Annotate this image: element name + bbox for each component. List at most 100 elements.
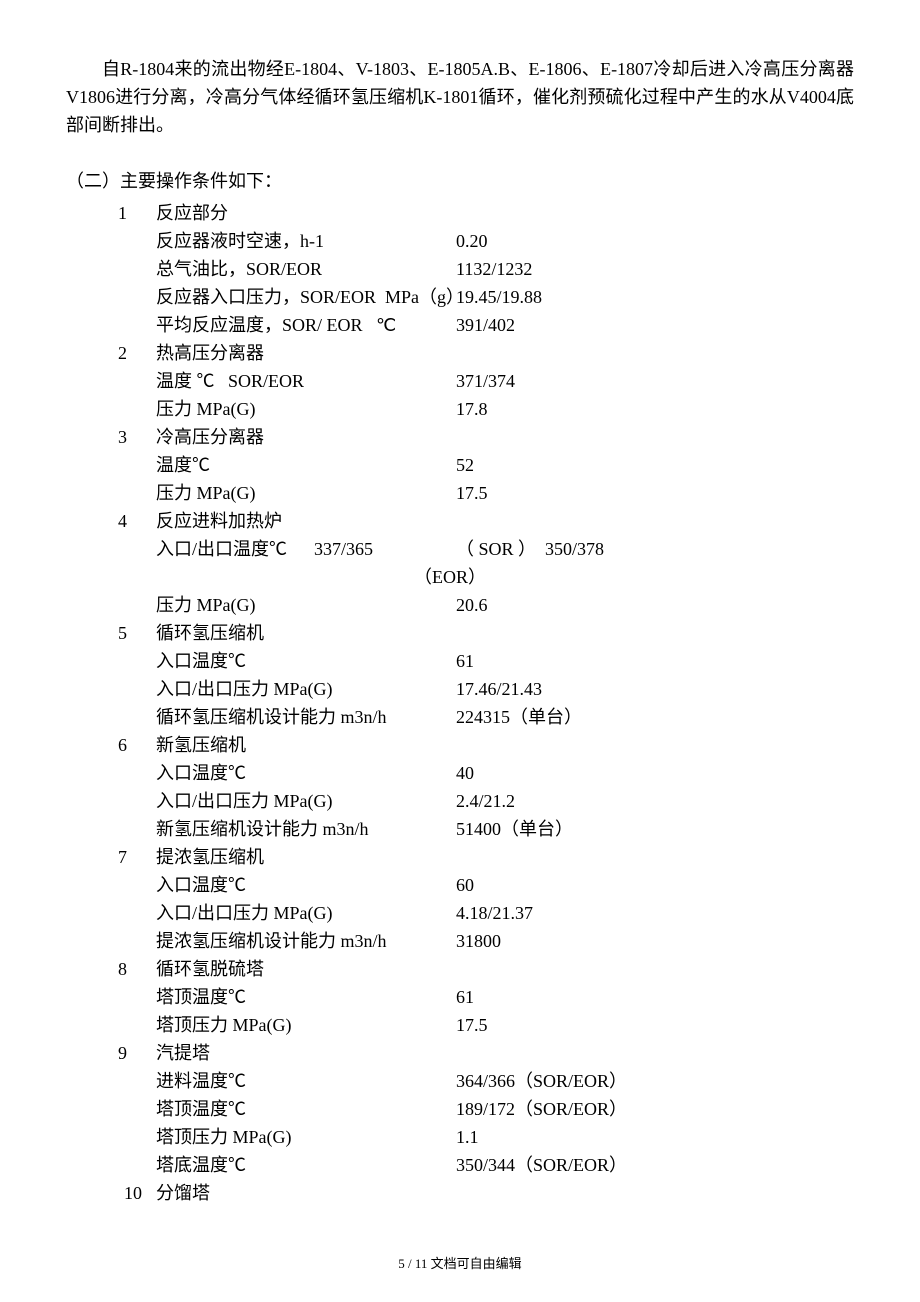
- section-title: 热高压分离器: [156, 340, 456, 368]
- condition-value: 364/366（SOR/EOR）: [456, 1068, 854, 1096]
- condition-row: 塔顶压力 MPa(G)1.1: [118, 1124, 854, 1152]
- condition-label: 压力 MPa(G): [156, 480, 456, 508]
- section-title: 反应进料加热炉: [156, 508, 456, 536]
- section-title: 提浓氢压缩机: [156, 844, 456, 872]
- condition-label: 压力 MPa(G): [156, 592, 456, 620]
- condition-label: 入口温度℃: [156, 648, 456, 676]
- condition-row: 压力 MPa(G)17.8: [118, 396, 854, 424]
- condition-label: 塔顶压力 MPa(G): [156, 1124, 456, 1152]
- condition-row: 进料温度℃364/366（SOR/EOR）: [118, 1068, 854, 1096]
- condition-label: 入口/出口温度℃ 337/365: [156, 536, 456, 564]
- condition-label: 入口/出口压力 MPa(G): [156, 900, 456, 928]
- condition-row: 塔顶温度℃61: [118, 984, 854, 1012]
- condition-row: 温度 ℃ SOR/EOR371/374: [118, 368, 854, 396]
- condition-value: 391/402: [456, 312, 854, 340]
- condition-value: 61: [456, 984, 854, 1012]
- condition-value: 31800: [456, 928, 854, 956]
- condition-row: 平均反应温度，SOR/ EOR ℃391/402: [118, 312, 854, 340]
- section-title-row: 10分馏塔: [118, 1180, 854, 1208]
- section-title-row: 7提浓氢压缩机: [118, 844, 854, 872]
- condition-label: 压力 MPa(G): [156, 396, 456, 424]
- condition-value: 371/374: [456, 368, 854, 396]
- section-number: 10: [118, 1180, 156, 1208]
- condition-label: 反应器入口压力，SOR/EOR MPa（g）: [156, 284, 456, 312]
- section-title: 冷高压分离器: [156, 424, 456, 452]
- condition-row: 反应器液时空速，h-10.20: [118, 228, 854, 256]
- condition-label: 入口/出口压力 MPa(G): [156, 788, 456, 816]
- condition-row: 压力 MPa(G)17.5: [118, 480, 854, 508]
- condition-value: 52: [456, 452, 854, 480]
- condition-value: 40: [456, 760, 854, 788]
- condition-value: 350/344（SOR/EOR）: [456, 1152, 854, 1180]
- condition-value: 60: [456, 872, 854, 900]
- condition-value: 4.18/21.37: [456, 900, 854, 928]
- condition-value: 1132/1232: [456, 256, 854, 284]
- section-title-row: 3冷高压分离器: [118, 424, 854, 452]
- condition-label: 塔顶压力 MPa(G): [156, 1012, 456, 1040]
- condition-value: （ SOR ） 350/378: [456, 536, 854, 564]
- section-heading: （二）主要操作条件如下：: [66, 168, 854, 196]
- condition-row: 入口温度℃60: [118, 872, 854, 900]
- condition-value: 17.46/21.43: [456, 676, 854, 704]
- section-title-row: 6新氢压缩机: [118, 732, 854, 760]
- section-title-row: 8循环氢脱硫塔: [118, 956, 854, 984]
- condition-row: 压力 MPa(G)20.6: [118, 592, 854, 620]
- condition-row: 塔顶压力 MPa(G)17.5: [118, 1012, 854, 1040]
- condition-row: 入口/出口压力 MPa(G)2.4/21.2: [118, 788, 854, 816]
- section-title-row: 2热高压分离器: [118, 340, 854, 368]
- condition-row: 入口温度℃61: [118, 648, 854, 676]
- condition-label: 循环氢压缩机设计能力 m3n/h: [156, 704, 456, 732]
- condition-label: 塔顶温度℃: [156, 1096, 456, 1124]
- condition-value: 19.45/19.88: [456, 284, 854, 312]
- condition-row: 反应器入口压力，SOR/EOR MPa（g）19.45/19.88: [118, 284, 854, 312]
- condition-value: 224315（单台）: [456, 704, 854, 732]
- condition-value: 20.6: [456, 592, 854, 620]
- section-title-row: 1反应部分: [118, 200, 854, 228]
- condition-row: 入口温度℃40: [118, 760, 854, 788]
- eor-continuation: （EOR）: [118, 564, 854, 592]
- condition-value: 0.20: [456, 228, 854, 256]
- condition-label: 入口温度℃: [156, 872, 456, 900]
- section-title: 反应部分: [156, 200, 456, 228]
- condition-value: 17.8: [456, 396, 854, 424]
- section-title-row: 5循环氢压缩机: [118, 620, 854, 648]
- condition-row: 塔顶温度℃189/172（SOR/EOR）: [118, 1096, 854, 1124]
- conditions-table: 1反应部分反应器液时空速，h-10.20总气油比，SOR/EOR1132/123…: [66, 200, 854, 1208]
- condition-value: 1.1: [456, 1124, 854, 1152]
- section-title: 循环氢脱硫塔: [156, 956, 456, 984]
- section-number: 1: [118, 200, 156, 228]
- condition-value: 17.5: [456, 480, 854, 508]
- condition-value: 189/172（SOR/EOR）: [456, 1096, 854, 1124]
- section-number: 7: [118, 844, 156, 872]
- section-number: 2: [118, 340, 156, 368]
- section-number: 8: [118, 956, 156, 984]
- condition-label: 塔顶温度℃: [156, 984, 456, 1012]
- section-number: 6: [118, 732, 156, 760]
- page-footer: 5 / 11 文档可自由编辑: [0, 1254, 920, 1274]
- condition-label: 温度 ℃ SOR/EOR: [156, 368, 456, 396]
- condition-row: 入口/出口压力 MPa(G)4.18/21.37: [118, 900, 854, 928]
- condition-label: 塔底温度℃: [156, 1152, 456, 1180]
- section-number: 5: [118, 620, 156, 648]
- condition-label: 入口温度℃: [156, 760, 456, 788]
- section-title: 循环氢压缩机: [156, 620, 456, 648]
- section-number: 4: [118, 508, 156, 536]
- condition-label: 平均反应温度，SOR/ EOR ℃: [156, 312, 456, 340]
- condition-row: 总气油比，SOR/EOR1132/1232: [118, 256, 854, 284]
- condition-label: 提浓氢压缩机设计能力 m3n/h: [156, 928, 456, 956]
- condition-row: 入口/出口温度℃ 337/365（ SOR ） 350/378: [118, 536, 854, 564]
- condition-value: 2.4/21.2: [456, 788, 854, 816]
- condition-value: 17.5: [456, 1012, 854, 1040]
- condition-label: 入口/出口压力 MPa(G): [156, 676, 456, 704]
- condition-row: 提浓氢压缩机设计能力 m3n/h31800: [118, 928, 854, 956]
- section-title-row: 4反应进料加热炉: [118, 508, 854, 536]
- condition-row: 新氢压缩机设计能力 m3n/h51400（单台）: [118, 816, 854, 844]
- condition-label: 温度℃: [156, 452, 456, 480]
- section-title-row: 9汽提塔: [118, 1040, 854, 1068]
- condition-label: 总气油比，SOR/EOR: [156, 256, 456, 284]
- condition-label: 进料温度℃: [156, 1068, 456, 1096]
- condition-value: 51400（单台）: [456, 816, 854, 844]
- condition-label: 新氢压缩机设计能力 m3n/h: [156, 816, 456, 844]
- condition-row: 塔底温度℃350/344（SOR/EOR）: [118, 1152, 854, 1180]
- section-title: 新氢压缩机: [156, 732, 456, 760]
